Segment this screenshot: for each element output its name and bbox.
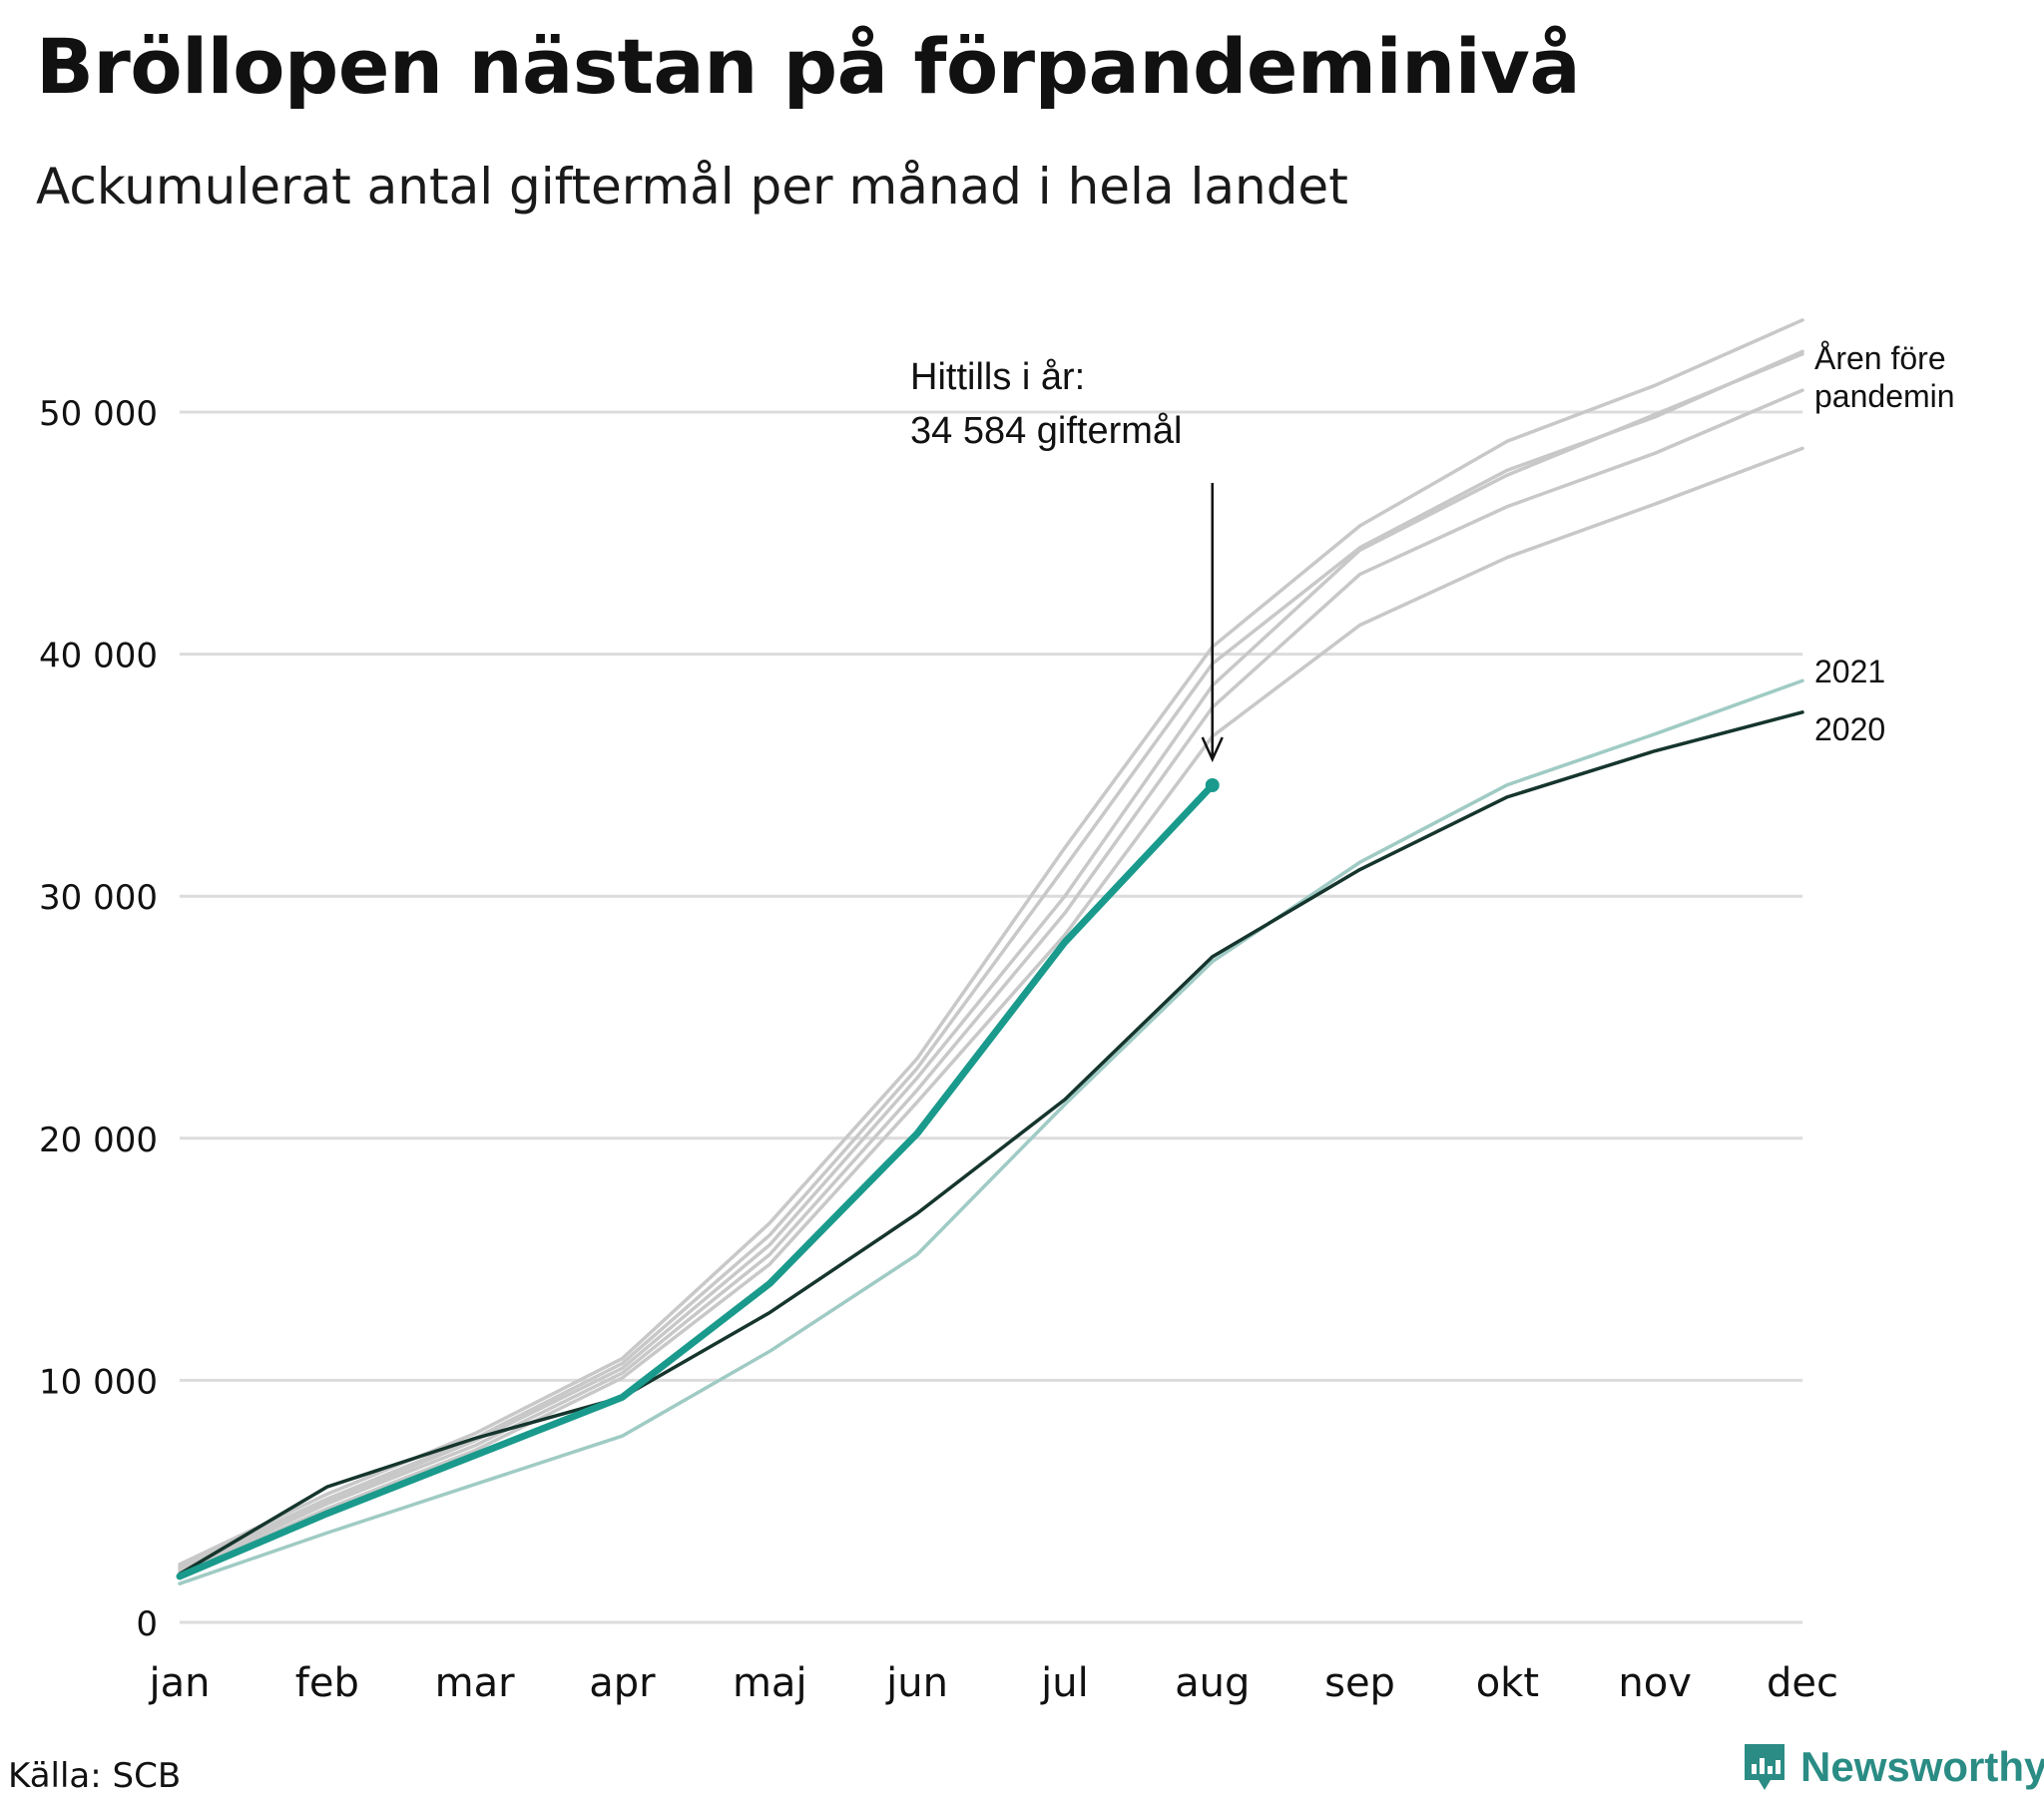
chart-title: Bröllopen nästan på förpandeminivå: [36, 22, 1581, 111]
source-note: Källa: SCB: [8, 1756, 182, 1796]
y-tick-label: 0: [136, 1604, 158, 1644]
label-pre-pandemic-line-1: Åren före: [1814, 340, 1946, 376]
x-tick-label: apr: [589, 1660, 656, 1706]
y-tick-label: 20 000: [39, 1121, 158, 1160]
x-tick-label: aug: [1175, 1660, 1250, 1706]
series-line-y2020: [178, 710, 1804, 1576]
series-lines: [176, 318, 1804, 1585]
chart-subtitle: Ackumulerat antal giftermål per månad i …: [36, 158, 1348, 216]
series-line-pre-3: [178, 352, 1804, 1572]
x-tick-label: dec: [1767, 1660, 1838, 1706]
annotation-line-1: Hittills i år:: [910, 356, 1085, 398]
series-labels: Åren före pandemin 2021 2020: [1814, 340, 1955, 747]
series-line-current: [176, 781, 1217, 1580]
label-2020: 2020: [1814, 711, 1885, 747]
grid-lines: [180, 410, 1802, 1624]
annotation: Hittills i år: 34 584 giftermål: [910, 356, 1224, 763]
y-axis-ticks: 0 10 000 20 000 30 000 40 000 50 000: [39, 394, 158, 1644]
label-2021: 2021: [1814, 654, 1885, 689]
x-tick-label: jul: [1040, 1660, 1089, 1706]
x-tick-label: sep: [1324, 1660, 1395, 1706]
x-tick-label: okt: [1476, 1660, 1539, 1706]
y-tick-label: 50 000: [39, 394, 158, 434]
annotation-arrowhead: [1201, 736, 1224, 763]
label-pre-pandemic-line-2: pandemin: [1814, 378, 1955, 414]
y-tick-label: 40 000: [39, 637, 158, 676]
series-line-pre-1: [178, 318, 1804, 1567]
series-line-pre-4: [178, 388, 1804, 1573]
x-tick-label: nov: [1618, 1660, 1692, 1706]
x-tick-label: mar: [435, 1660, 515, 1706]
x-tick-label: maj: [733, 1660, 807, 1706]
current-endpoint: [1205, 777, 1220, 792]
brand[interactable]: Newsworthy: [1741, 1740, 2044, 1794]
brand-name: Newsworthy: [1800, 1743, 2044, 1790]
annotation-line-2: 34 584 giftermål: [910, 410, 1183, 452]
x-tick-label: jun: [885, 1660, 948, 1706]
series-line-pre-2: [178, 349, 1804, 1569]
y-tick-label: 30 000: [39, 878, 158, 918]
x-tick-label: feb: [295, 1660, 359, 1706]
newsworthy-logo-icon: [1745, 1744, 1785, 1790]
x-tick-label: jan: [149, 1660, 211, 1706]
line-chart: 0 10 000 20 000 30 000 40 000 50 000 jan feb ma…: [39, 318, 1955, 1706]
series-line-y2021: [178, 678, 1804, 1585]
series-line-pre-5: [178, 446, 1804, 1576]
x-axis-ticks: jan feb mar apr maj jun jul aug sep okt nov dec: [149, 1660, 1838, 1706]
y-tick-label: 10 000: [39, 1362, 158, 1402]
